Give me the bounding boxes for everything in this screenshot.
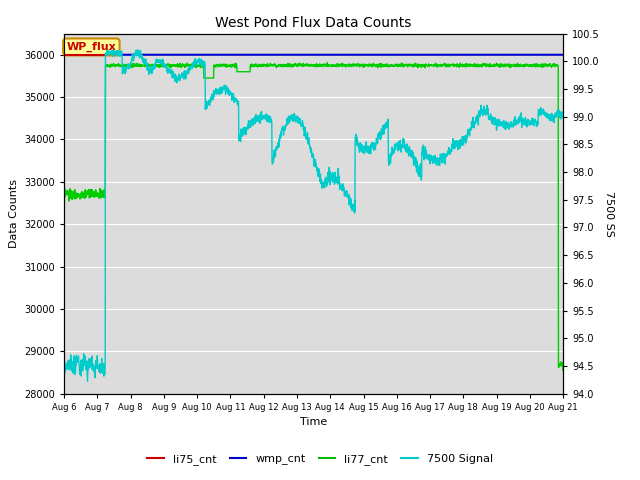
X-axis label: Time: Time	[300, 417, 327, 427]
Y-axis label: 7500 SS: 7500 SS	[604, 191, 614, 237]
Text: WP_flux: WP_flux	[67, 42, 116, 52]
Y-axis label: Data Counts: Data Counts	[9, 179, 19, 248]
Title: West Pond Flux Data Counts: West Pond Flux Data Counts	[216, 16, 412, 30]
Legend: li75_cnt, wmp_cnt, li77_cnt, 7500 Signal: li75_cnt, wmp_cnt, li77_cnt, 7500 Signal	[143, 450, 497, 469]
